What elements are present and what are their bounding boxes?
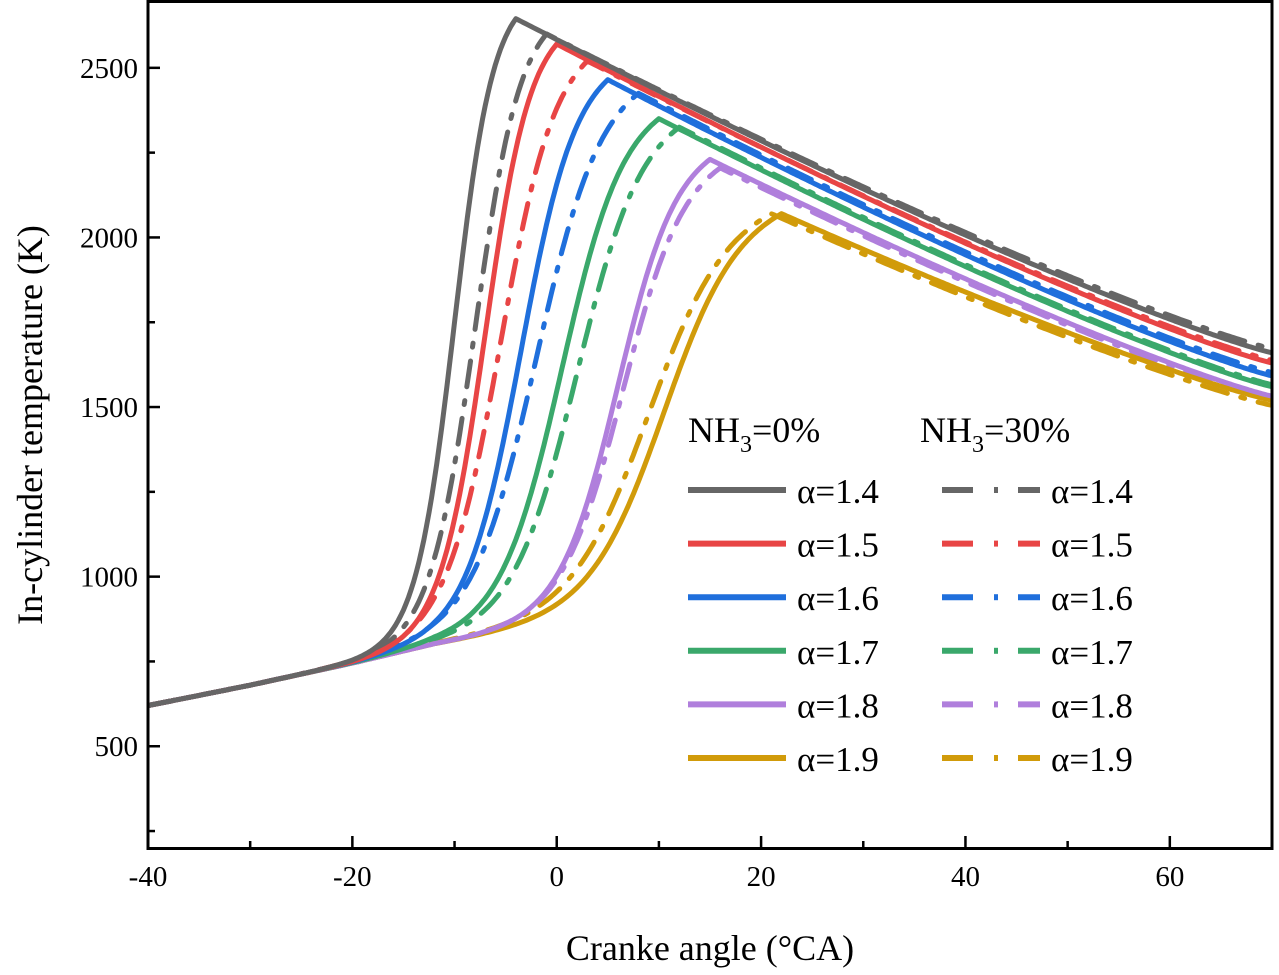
legend-label: α=1.5 [797, 526, 879, 565]
x-tick-label: 0 [549, 861, 564, 893]
legend-item: α=1.9 [688, 740, 879, 779]
legend-item: α=1.7 [688, 633, 879, 672]
x-tick-label: 60 [1155, 861, 1184, 893]
x-tick-label: 20 [747, 861, 776, 893]
legend-label: α=1.4 [1051, 472, 1133, 511]
x-tick-label: -20 [333, 861, 372, 893]
series-line-nh3-0-alpha-1-4 [148, 16, 1272, 708]
y-axis-title: In-cylinder temperature (K) [10, 225, 50, 625]
legend-label: α=1.5 [1051, 526, 1133, 565]
legend-item: α=1.9 [942, 740, 1133, 779]
legend-label: α=1.7 [797, 633, 879, 672]
legend-item: α=1.4 [942, 472, 1133, 511]
y-tick-label: 1500 [80, 392, 138, 424]
legend-item: α=1.6 [942, 579, 1133, 618]
legend-label: α=1.9 [797, 740, 879, 779]
legend-label: α=1.8 [797, 686, 879, 725]
legend-label: α=1.7 [1051, 633, 1133, 672]
series-line-nh3-30-alpha-1-9 [148, 211, 1272, 708]
y-tick-label: 1000 [80, 562, 138, 594]
plot-frame [146, 0, 1274, 850]
legend-label: α=1.6 [1051, 579, 1133, 618]
legend-label: α=1.6 [797, 579, 879, 618]
legend-item: α=1.5 [688, 526, 879, 565]
y-tick-label: 2500 [80, 53, 138, 85]
x-tick-label: -40 [129, 861, 168, 893]
series-line-nh3-0-alpha-1-9 [148, 211, 1272, 708]
x-axis: -40 -20 0 20 40 60 [129, 836, 1184, 893]
legend-item: α=1.7 [942, 633, 1133, 672]
y-tick-label: 2000 [80, 222, 138, 254]
legend-label: α=1.9 [1051, 740, 1133, 779]
y-tick-label: 500 [95, 731, 139, 763]
legend: NH3=0% NH3=30% α=1.4 α=1.5 α=1.6 α=1.7 α=1.8 α=… [688, 410, 1133, 779]
x-tick-label: 40 [951, 861, 980, 893]
legend-item: α=1.4 [688, 472, 879, 511]
legend-item: α=1.8 [688, 686, 879, 725]
legend-item: α=1.5 [942, 526, 1133, 565]
y-axis: 500 1000 1500 2000 2500 [80, 53, 160, 833]
legend-group-header: NH3=30% [920, 410, 1070, 458]
legend-group-header: NH3=0% [688, 410, 820, 458]
legend-label: α=1.4 [797, 472, 879, 511]
x-axis-title: Cranke angle (°CA) [566, 928, 854, 968]
legend-label: α=1.8 [1051, 686, 1133, 725]
series-layer [148, 16, 1272, 708]
legend-item: α=1.8 [942, 686, 1133, 725]
legend-item: α=1.6 [688, 579, 879, 618]
